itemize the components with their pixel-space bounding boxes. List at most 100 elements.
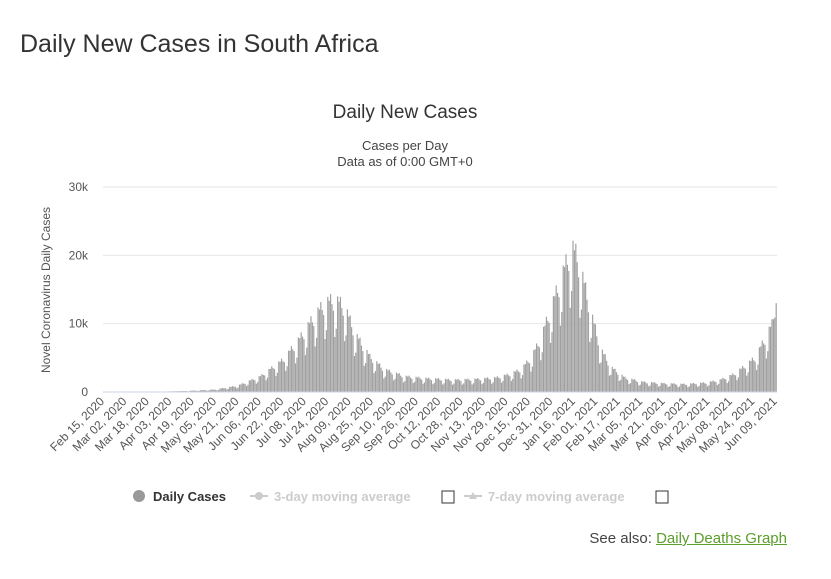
legend-3day-checkbox[interactable] [441, 490, 455, 504]
bar [481, 384, 483, 392]
bar [768, 326, 770, 392]
bar [341, 308, 343, 392]
bar [292, 349, 294, 392]
bar [297, 337, 299, 392]
bar [691, 383, 693, 392]
bar [684, 384, 686, 392]
bar [351, 327, 353, 392]
bar [236, 388, 238, 392]
bar [258, 376, 260, 392]
bar [695, 384, 697, 392]
bar [632, 379, 634, 392]
bar [655, 383, 657, 392]
bar [407, 376, 409, 392]
bar [527, 362, 529, 392]
see-also: See also: Daily Deaths Graph [589, 530, 787, 547]
bar [394, 378, 396, 392]
bar [241, 383, 243, 392]
bar [373, 373, 375, 392]
bar [648, 386, 650, 392]
bar [631, 378, 633, 392]
bar [299, 338, 301, 392]
bar [370, 359, 372, 392]
bar [540, 360, 542, 392]
bar [426, 378, 428, 392]
legend-7day-marker [469, 492, 477, 499]
bar [495, 377, 497, 392]
bar [576, 262, 578, 392]
bar [727, 381, 730, 392]
bar [268, 368, 270, 392]
bar [285, 370, 287, 392]
bar [534, 349, 536, 392]
bar [583, 283, 585, 392]
legend-daily-cases[interactable]: Daily Cases [153, 489, 226, 504]
bar [416, 377, 419, 392]
bar [587, 312, 590, 392]
bar [252, 379, 255, 392]
bar [279, 361, 281, 392]
bar [456, 379, 458, 392]
legend: Daily Cases 3-day moving average 7-day mov… [133, 489, 669, 504]
y-axis-label: Novel Coronavirus Daily Cases [39, 207, 53, 373]
bar [723, 378, 725, 392]
bar [737, 377, 739, 392]
bar [293, 351, 295, 392]
bar [454, 379, 456, 392]
bar [458, 380, 461, 392]
bar [580, 309, 583, 392]
bar [744, 368, 746, 392]
bar [219, 388, 221, 392]
bar [519, 372, 521, 392]
bar [400, 375, 402, 392]
bar [614, 368, 616, 392]
bar [569, 307, 571, 392]
bar [699, 382, 702, 392]
bar [678, 386, 681, 392]
bar [296, 357, 298, 392]
legend-7day-average[interactable]: 7-day moving average [488, 489, 625, 504]
bar [388, 369, 391, 392]
bar [474, 378, 476, 392]
bar [266, 377, 269, 392]
bar [349, 315, 351, 392]
bar [674, 384, 676, 392]
bar [209, 389, 211, 392]
bar [437, 378, 440, 392]
bar [301, 336, 304, 392]
bar [706, 386, 709, 392]
legend-7day-checkbox[interactable] [655, 490, 669, 504]
bar [215, 389, 217, 392]
bar [764, 344, 766, 392]
grid-lines [103, 186, 777, 325]
bar [273, 369, 276, 392]
bar [645, 382, 647, 392]
bar [386, 368, 388, 392]
bar [453, 383, 455, 392]
bar [485, 378, 487, 392]
bar [697, 386, 699, 392]
bar [303, 339, 305, 392]
bar [409, 377, 412, 392]
bar [324, 339, 326, 392]
bar [568, 270, 570, 392]
bar [624, 376, 626, 392]
bar [733, 374, 735, 392]
bar [565, 254, 567, 392]
bar [571, 291, 573, 392]
bar [262, 375, 264, 392]
bar [390, 372, 392, 392]
bar [544, 325, 546, 392]
bar [719, 379, 721, 392]
bar [205, 390, 207, 392]
legend-3day-average[interactable]: 3-day moving average [274, 489, 411, 504]
bar [440, 380, 442, 392]
bar [604, 354, 606, 392]
bar [561, 312, 563, 392]
bar [395, 372, 398, 392]
y-tick-label: 10k [69, 317, 89, 331]
daily-deaths-link[interactable]: Daily Deaths Graph [656, 530, 787, 547]
bar [730, 375, 732, 392]
bar [344, 341, 346, 392]
bar [435, 378, 437, 392]
